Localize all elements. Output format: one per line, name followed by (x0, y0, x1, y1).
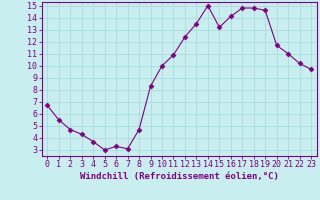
X-axis label: Windchill (Refroidissement éolien,°C): Windchill (Refroidissement éolien,°C) (80, 172, 279, 181)
